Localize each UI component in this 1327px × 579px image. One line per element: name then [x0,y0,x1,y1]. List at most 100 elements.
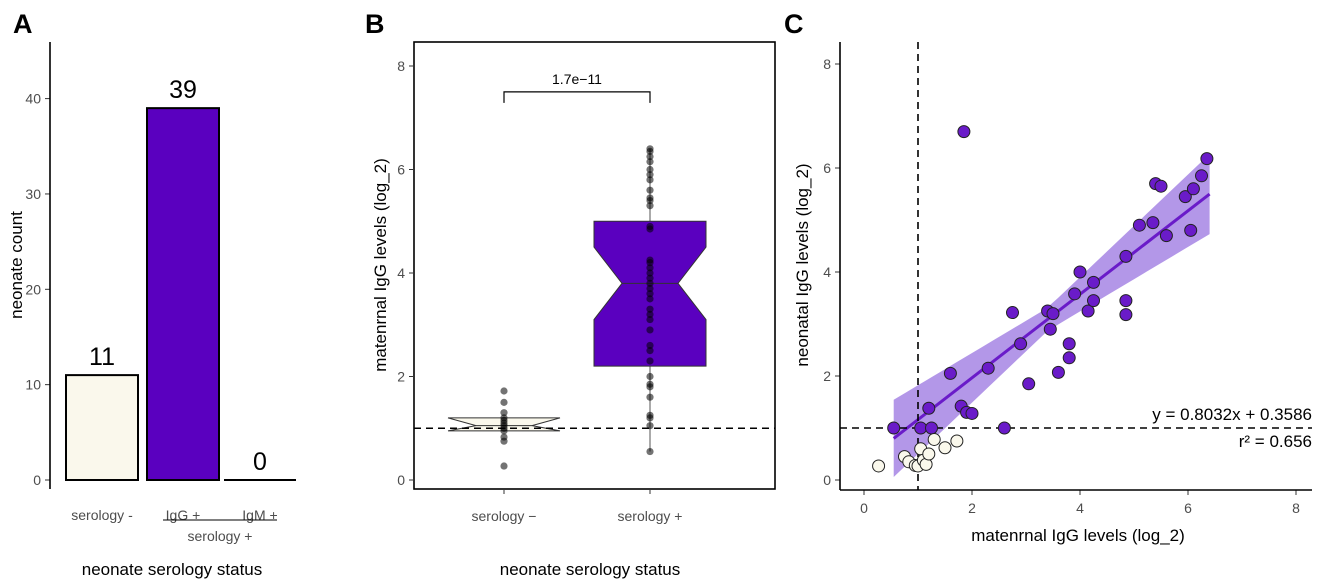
point [646,347,654,355]
point [646,202,654,210]
panel-c-y-axis-title: neonatal IgG levels (log_2) [793,163,812,366]
panel-b-y-axis-title: matenrnal IgG levels (log_2) [371,158,390,372]
bar-serology [65,374,139,481]
point-seropositive [1154,179,1168,193]
panel-c-y-tick-label: 4 [823,264,831,280]
panel-b-boxes [447,145,707,470]
point [646,165,654,174]
point [500,462,508,470]
point-seropositive [1006,306,1019,320]
panel-a-y-ticks: 0 10 20 30 40 [25,91,50,488]
panel-c-ticks: 0 2 4 6 8 0 2 4 6 8 [823,56,1300,516]
point-seropositive [922,401,936,415]
point [646,305,654,313]
panel-b-x-axis-title: neonate serology status [500,560,681,579]
panel-c-scatter-plot: 0 2 4 6 8 0 2 4 6 8 y = 0.8032x + 0.3586 r² = 0.6… [793,42,1312,545]
point-seropositive [1186,182,1200,196]
panel-a-x-tick-label: IgG + [166,507,201,523]
panel-c-y-tick-label: 6 [823,160,831,176]
point [646,284,654,293]
point [646,393,654,401]
point [646,447,654,456]
bar-value-label: 39 [169,76,197,104]
panel-b-y-tick-label: 2 [397,369,405,385]
point [646,315,654,324]
point-seropositive [1081,304,1095,318]
point [646,310,654,318]
point [646,341,654,350]
point [646,279,654,287]
point-seropositive [981,361,995,375]
point [646,290,654,298]
point-seropositive [943,366,957,380]
point [646,269,654,277]
panel-c-y-tick-label: 8 [823,56,831,72]
point-seropositive [1087,294,1100,308]
point-seropositive [1046,307,1060,321]
point-seropositive [1073,265,1087,279]
point-seropositive [1119,249,1133,263]
panel-a-x-tick-label: serology - [71,507,133,523]
panel-a-x-axis-title: neonate serology status [82,560,263,579]
panel-a-bar-chart: 11 39 0 0 10 20 30 40 serology - IgG + IgM + ser… [7,42,296,579]
panel-b-y-tick-label: 6 [397,162,405,178]
point-seropositive [1159,229,1173,243]
panel-a-bars: 11 39 0 [65,76,296,482]
point-seronegative [927,432,941,446]
point [500,398,508,406]
panel-a-y-axis-title: neonate count [7,211,26,319]
point-seropositive [1022,377,1036,391]
panel-a-y-tick-label: 10 [25,377,41,393]
panel-a-y-tick-label: 40 [25,91,41,107]
point-seropositive [1184,223,1198,237]
panel-a-y-tick-label: 0 [33,472,41,488]
panel-c-y-tick-label: 0 [823,472,831,488]
panel-letter-b: B [365,9,385,39]
point-seropositive [887,421,901,435]
point [646,372,654,381]
panel-c-x-tick-label: 0 [860,500,868,516]
panel-a-x-tick-label: IgM + [242,507,277,523]
point [646,194,654,202]
point [646,274,654,282]
point-seropositive [1200,152,1214,166]
panel-b-comparison-bracket [503,91,651,103]
panel-a-y-tick-label: 20 [25,281,41,297]
point [646,171,654,179]
point-seropositive [1062,351,1076,365]
panel-b-x-tick-label: serology + [618,508,683,524]
point-seropositive [1195,169,1208,183]
point-seronegative [922,447,936,461]
panel-b-box-plot: 0 2 4 6 8 serology − serology + 1.7e−11 maten… [371,41,776,579]
panel-b-p-value: 1.7e−11 [552,71,602,87]
panel-a-group-label: serology + [188,528,253,544]
panel-b-x-tick-label: serology − [472,508,537,524]
panel-c-x-tick-label: 2 [968,500,976,516]
panel-c-equation: y = 0.8032x + 0.3586 [1152,405,1312,424]
point [646,145,654,153]
panel-c-x-tick-label: 4 [1076,500,1084,516]
panel-letter-c: C [784,9,804,39]
panel-b-y-tick-label: 8 [397,58,405,74]
panel-c-y-tick-label: 2 [823,368,831,384]
panel-c-points [872,125,1214,473]
bar-igg [146,107,220,482]
point [500,414,508,422]
panel-b-x-ticks: serology − serology + [472,489,683,524]
panel-b-frame [413,41,776,490]
point-seropositive [1087,275,1100,289]
point-seropositive [997,421,1011,435]
point-seropositive [1062,337,1076,351]
panel-c-x-axis-title: matenrnal IgG levels (log_2) [971,526,1185,545]
point-seropositive [1068,287,1082,301]
point [646,256,654,264]
point-seropositive [1051,365,1065,379]
panel-c-x-tick-label: 8 [1292,500,1300,516]
point-seropositive [957,125,971,139]
panel-a-y-tick-label: 30 [25,186,41,202]
bar-value-label: 11 [89,343,115,371]
point [646,411,654,419]
point-seropositive [1119,308,1133,322]
panel-b-y-tick-label: 4 [397,265,405,281]
